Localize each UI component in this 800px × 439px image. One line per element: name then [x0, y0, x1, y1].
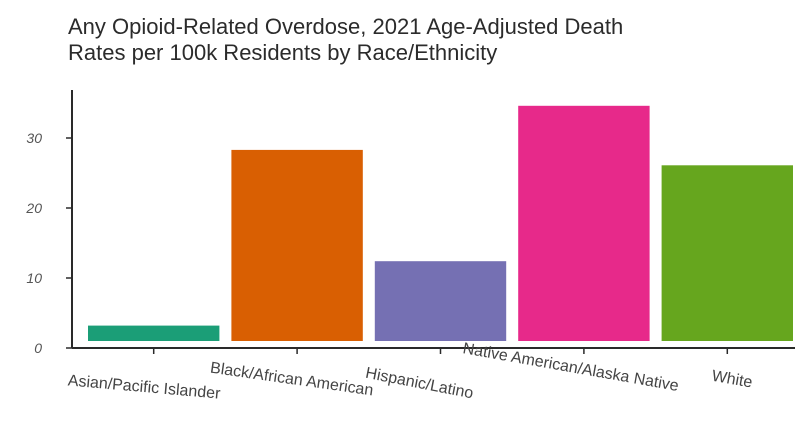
y-tick-label-10: 10	[26, 270, 42, 286]
chart-title-line-2: Rates per 100k Residents by Race/Ethnici…	[68, 40, 498, 65]
y-tick-label-30: 30	[26, 130, 42, 146]
bar-native-american-alaska-native	[518, 105, 650, 341]
bar-black-african-american	[231, 149, 363, 341]
bar-asian-pacific-islander	[88, 325, 220, 341]
bar-hispanic-latino	[374, 261, 507, 341]
category-label-2: Hispanic/Latino	[364, 365, 475, 403]
y-tick-label-20: 20	[25, 200, 42, 216]
bars-group	[88, 105, 793, 341]
category-label-4: White	[710, 368, 753, 392]
y-tick-label-0: 0	[34, 340, 42, 356]
category-label-0: Asian/Pacific Islander	[67, 372, 222, 402]
chart-axes: 0 10 20 30	[25, 90, 795, 356]
chart-title-line-1: Any Opioid-Related Overdose, 2021 Age-Ad…	[68, 14, 624, 39]
bar-white	[661, 165, 793, 341]
category-label-1: Black/African American	[209, 360, 374, 400]
chart-title: Any Opioid-Related Overdose, 2021 Age-Ad…	[68, 14, 793, 66]
